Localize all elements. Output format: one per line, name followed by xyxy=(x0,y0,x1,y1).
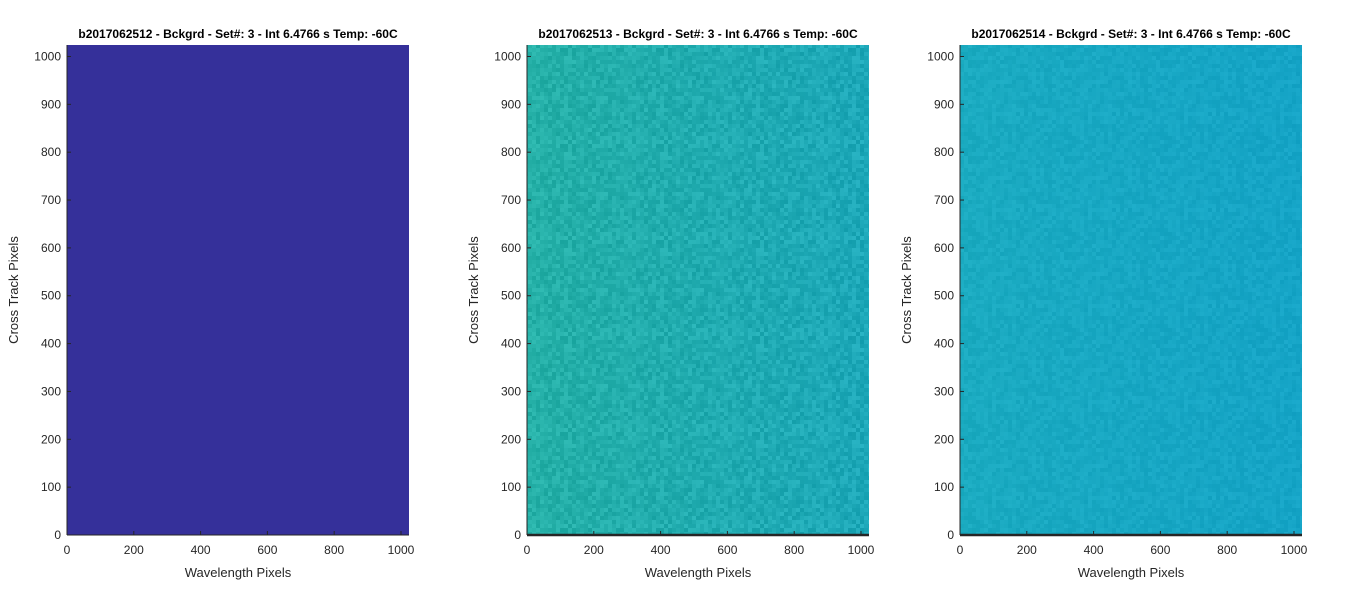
y-tick-label: 600 xyxy=(501,241,521,255)
y-tick-label: 300 xyxy=(41,384,61,398)
x-axis-label: Wavelength Pixels xyxy=(645,565,752,580)
y-tick-label: 500 xyxy=(41,289,61,303)
y-tick-label: 400 xyxy=(501,337,521,351)
heatmap-panel-3: 0 100 200 300 400 500 600 700 800 900 1000 0 200 400 6… xyxy=(899,27,1308,580)
panel-title: b2017062514 - Bckgrd - Set#: 3 - Int 6.4… xyxy=(971,27,1291,41)
y-tick-label: 400 xyxy=(934,337,954,351)
x-tick-label: 0 xyxy=(64,543,71,557)
panel-title: b2017062513 - Bckgrd - Set#: 3 - Int 6.4… xyxy=(538,27,858,41)
y-tick-label: 0 xyxy=(947,528,954,542)
y-tick-label: 100 xyxy=(501,480,521,494)
x-tick-label: 200 xyxy=(124,543,144,557)
x-tick-label: 1000 xyxy=(388,543,415,557)
y-axis-label: Cross Track Pixels xyxy=(899,236,914,344)
y-tick-label: 800 xyxy=(501,145,521,159)
y-tick-label: 1000 xyxy=(494,49,521,63)
y-tick-label: 500 xyxy=(934,289,954,303)
y-tick-label: 700 xyxy=(41,193,61,207)
y-tick-label: 800 xyxy=(41,145,61,159)
y-axis-label: Cross Track Pixels xyxy=(466,236,481,344)
y-tick-label: 100 xyxy=(934,480,954,494)
x-tick-label: 400 xyxy=(1084,543,1104,557)
y-tick-label: 200 xyxy=(501,432,521,446)
x-tick-label: 0 xyxy=(524,543,531,557)
heatmap-noise xyxy=(960,45,1302,535)
y-tick-label: 600 xyxy=(934,241,954,255)
heatmap-image xyxy=(67,45,409,535)
y-tick-label: 200 xyxy=(41,432,61,446)
x-axis-label: Wavelength Pixels xyxy=(185,565,292,580)
x-tick-label: 800 xyxy=(324,543,344,557)
heatmap-noise xyxy=(527,45,869,535)
x-tick-label: 1000 xyxy=(848,543,875,557)
y-tick-label: 500 xyxy=(501,289,521,303)
y-tick-label: 900 xyxy=(934,97,954,111)
x-tick-label: 400 xyxy=(651,543,671,557)
x-tick-label: 800 xyxy=(784,543,804,557)
y-tick-label: 800 xyxy=(934,145,954,159)
y-axis-label: Cross Track Pixels xyxy=(6,236,21,344)
x-tick-label: 400 xyxy=(191,543,211,557)
x-tick-label: 800 xyxy=(1217,543,1237,557)
y-tick-label: 100 xyxy=(41,480,61,494)
y-tick-label: 600 xyxy=(41,241,61,255)
x-tick-label: 200 xyxy=(584,543,604,557)
y-tick-label: 1000 xyxy=(34,49,61,63)
y-tick-label: 0 xyxy=(514,528,521,542)
y-tick-label: 900 xyxy=(41,97,61,111)
y-tick-label: 200 xyxy=(934,432,954,446)
y-tick-label: 700 xyxy=(501,193,521,207)
heatmap-panel-1: 0 100 200 300 400 500 600 700 800 900 1000 0 200 400 6… xyxy=(6,27,415,580)
x-tick-label: 200 xyxy=(1017,543,1037,557)
x-tick-label: 600 xyxy=(257,543,277,557)
x-tick-label: 600 xyxy=(717,543,737,557)
x-tick-label: 600 xyxy=(1150,543,1170,557)
y-tick-label: 1000 xyxy=(927,49,954,63)
panel-title: b2017062512 - Bckgrd - Set#: 3 - Int 6.4… xyxy=(78,27,398,41)
y-tick-label: 300 xyxy=(501,384,521,398)
y-tick-label: 400 xyxy=(41,337,61,351)
y-tick-label: 300 xyxy=(934,384,954,398)
x-axis-label: Wavelength Pixels xyxy=(1078,565,1185,580)
x-tick-label: 1000 xyxy=(1281,543,1308,557)
y-tick-label: 700 xyxy=(934,193,954,207)
y-tick-label: 900 xyxy=(501,97,521,111)
x-tick-label: 0 xyxy=(957,543,964,557)
y-tick-label: 0 xyxy=(54,528,61,542)
heatmap-panel-2: 0 100 200 300 400 500 600 700 800 900 1000 0 200 400 6… xyxy=(466,27,875,580)
